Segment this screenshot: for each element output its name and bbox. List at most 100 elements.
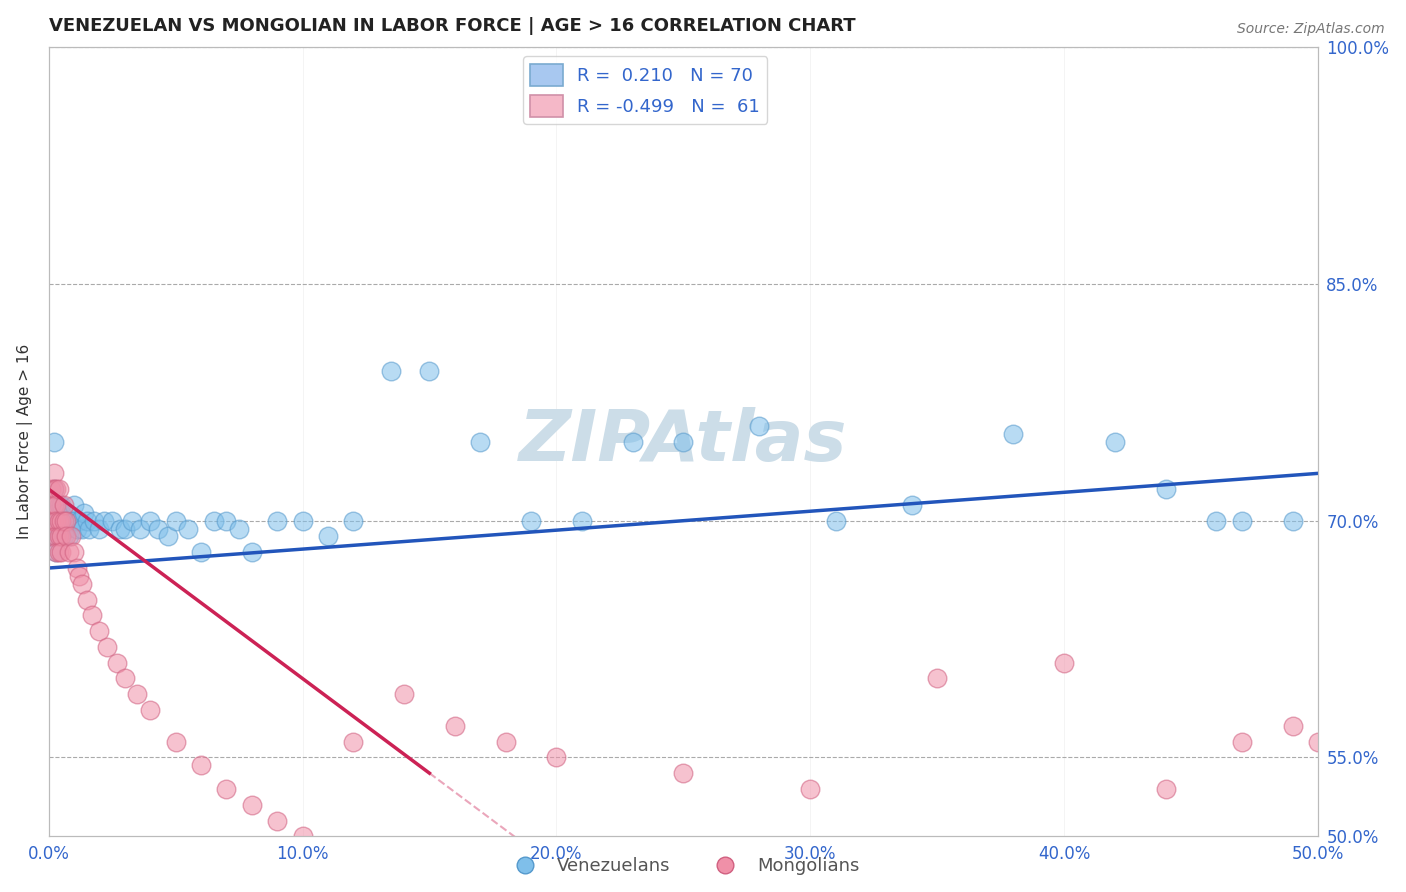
Point	[105, 656, 128, 670]
Point	[266, 814, 288, 828]
Point	[108, 522, 131, 536]
Point	[156, 529, 179, 543]
Point	[51, 514, 73, 528]
Point	[42, 467, 65, 481]
Point	[42, 498, 65, 512]
Point	[58, 529, 80, 543]
Point	[39, 498, 62, 512]
Point	[42, 514, 65, 528]
Point	[45, 498, 67, 512]
Point	[621, 434, 644, 449]
Point	[546, 750, 568, 764]
Point	[127, 687, 149, 701]
Point	[65, 561, 87, 575]
Point	[63, 514, 86, 528]
Point	[51, 545, 73, 559]
Point	[165, 734, 187, 748]
Point	[342, 734, 364, 748]
Point	[139, 514, 162, 528]
Point	[571, 514, 593, 528]
Point	[114, 672, 136, 686]
Point	[55, 522, 77, 536]
Point	[672, 766, 695, 780]
Point	[48, 514, 70, 528]
Point	[202, 514, 225, 528]
Point	[392, 687, 415, 701]
Point	[45, 545, 67, 559]
Point	[48, 545, 70, 559]
Point	[45, 482, 67, 496]
Point	[42, 514, 65, 528]
Point	[129, 522, 152, 536]
Point	[55, 514, 77, 528]
Point	[76, 592, 98, 607]
Point	[1154, 781, 1177, 796]
Point	[39, 514, 62, 528]
Point	[51, 506, 73, 520]
Point	[121, 514, 143, 528]
Point	[1053, 656, 1076, 670]
Point	[45, 506, 67, 520]
Point	[48, 529, 70, 543]
Point	[139, 703, 162, 717]
Point	[1331, 719, 1354, 733]
Point	[266, 514, 288, 528]
Point	[1230, 514, 1253, 528]
Point	[60, 514, 83, 528]
Point	[1281, 719, 1303, 733]
Point	[1104, 434, 1126, 449]
Point	[80, 608, 103, 623]
Point	[146, 522, 169, 536]
Point	[1306, 734, 1329, 748]
Point	[190, 545, 212, 559]
Point	[48, 514, 70, 528]
Point	[73, 506, 96, 520]
Point	[67, 569, 90, 583]
Point	[1337, 719, 1360, 733]
Point	[342, 514, 364, 528]
Point	[42, 529, 65, 543]
Point	[63, 498, 86, 512]
Point	[1205, 514, 1227, 528]
Point	[520, 514, 543, 528]
Legend: Venezuelans, Mongolians: Venezuelans, Mongolians	[499, 850, 868, 882]
Point	[215, 781, 238, 796]
Point	[190, 758, 212, 772]
Point	[48, 522, 70, 536]
Point	[927, 672, 949, 686]
Point	[45, 514, 67, 528]
Point	[58, 545, 80, 559]
Point	[824, 514, 846, 528]
Point	[39, 529, 62, 543]
Point	[165, 514, 187, 528]
Point	[291, 514, 314, 528]
Point	[48, 482, 70, 496]
Point	[70, 577, 93, 591]
Point	[89, 522, 111, 536]
Point	[380, 364, 402, 378]
Point	[89, 624, 111, 639]
Point	[1002, 426, 1025, 441]
Point	[51, 529, 73, 543]
Point	[42, 482, 65, 496]
Point	[443, 719, 465, 733]
Point	[70, 522, 93, 536]
Point	[60, 529, 83, 543]
Point	[1344, 672, 1367, 686]
Point	[52, 529, 75, 543]
Point	[45, 514, 67, 528]
Point	[672, 434, 695, 449]
Text: ZIPAtlas: ZIPAtlas	[519, 408, 848, 476]
Point	[52, 514, 75, 528]
Point	[51, 498, 73, 512]
Point	[45, 522, 67, 536]
Y-axis label: In Labor Force | Age > 16: In Labor Force | Age > 16	[17, 344, 32, 540]
Point	[52, 498, 75, 512]
Point	[1230, 734, 1253, 748]
Point	[63, 545, 86, 559]
Point	[76, 514, 98, 528]
Point	[45, 545, 67, 559]
Point	[67, 514, 90, 528]
Point	[291, 830, 314, 844]
Point	[228, 522, 250, 536]
